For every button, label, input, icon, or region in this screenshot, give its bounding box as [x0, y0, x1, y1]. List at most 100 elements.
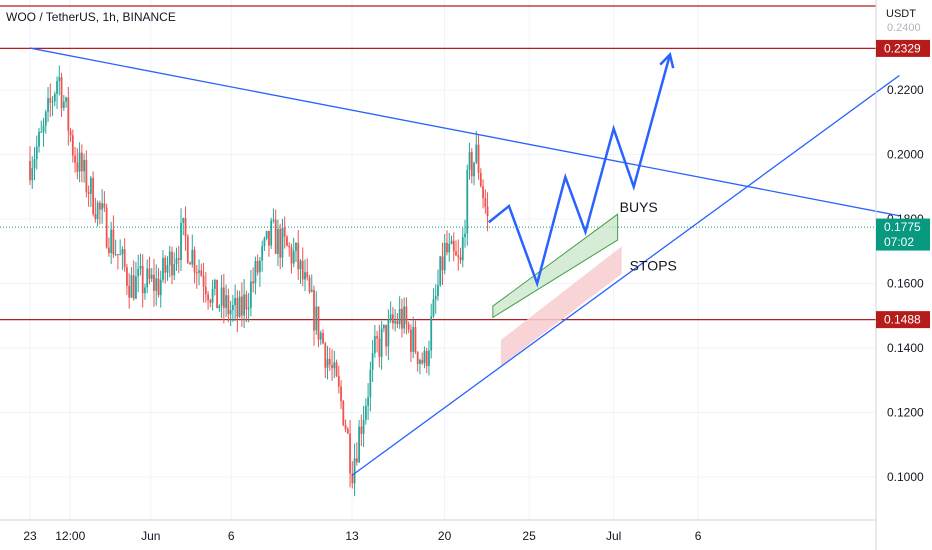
candle-body [459, 256, 462, 261]
candle-body [29, 160, 31, 181]
candle-body [78, 152, 81, 172]
candle-body [428, 350, 430, 367]
candle-body [96, 202, 99, 220]
candle-body [256, 260, 259, 273]
buys-zone[interactable] [492, 213, 619, 319]
candle-body [53, 93, 56, 102]
candle-body [89, 177, 92, 194]
candle-body [457, 255, 460, 257]
candle-body [80, 152, 83, 172]
candle-body [126, 267, 128, 286]
trendline-descending-resistance[interactable] [29, 47, 900, 217]
candle-body [419, 359, 421, 364]
candle-body [265, 230, 268, 239]
candle-body [405, 306, 408, 325]
candle-body [182, 218, 185, 223]
candle-body [360, 426, 363, 434]
candle-body [441, 256, 444, 271]
candle-body [315, 306, 318, 331]
candle-body [288, 245, 291, 248]
candle-body [101, 203, 104, 210]
candle-body [274, 219, 277, 254]
candle-body [477, 144, 480, 173]
candle-body [349, 433, 351, 474]
candle-body [295, 242, 297, 251]
candle-body [130, 275, 133, 298]
candle-body [443, 242, 446, 271]
price-axis[interactable]: 0.24000.10000.12000.14000.16000.18000.20… [875, 0, 930, 550]
candle-body [369, 369, 372, 398]
candle-body [254, 260, 257, 284]
time-tick-label: 6 [228, 529, 235, 543]
candle-body [317, 306, 320, 340]
time-tick-label: Jun [141, 529, 160, 543]
candle-body [159, 279, 162, 296]
candle-body [263, 238, 266, 247]
candle-body [76, 162, 79, 172]
candle-body [281, 227, 284, 258]
candle-body [319, 332, 322, 340]
candle-body [403, 306, 406, 329]
price-tick-label: 0.1400 [887, 341, 924, 355]
candle-body [450, 240, 453, 244]
candle-body [486, 206, 489, 217]
candle-body [277, 229, 279, 254]
candle-body [157, 278, 160, 296]
price-label-support: 0.1488 [884, 313, 921, 327]
candle-body [243, 294, 246, 316]
candle-body [162, 257, 164, 280]
candle-body [207, 294, 209, 301]
time-tick-label: 6 [695, 529, 702, 543]
candle-body [344, 424, 347, 430]
candle-body [180, 222, 182, 260]
candle-body [42, 125, 45, 132]
time-tick-label: 20 [438, 529, 452, 543]
candle-body [461, 237, 464, 261]
candle-body [414, 327, 417, 352]
candle-body [92, 177, 95, 214]
candle-body [364, 405, 367, 420]
candle-body [40, 131, 43, 133]
candle-body [261, 246, 264, 261]
candle-body [58, 77, 61, 82]
trendlines[interactable] [29, 47, 900, 476]
candle-body [213, 279, 216, 289]
candle-body [236, 298, 239, 317]
price-label-upper: 0.2329 [884, 41, 921, 55]
zones [492, 213, 622, 366]
projection-path[interactable] [488, 54, 672, 288]
candle-body [304, 272, 306, 280]
price-label-current: 0.1775 [884, 220, 921, 234]
candle-body [166, 265, 169, 273]
candle-body [110, 229, 113, 254]
time-tick-label: Jul [606, 529, 621, 543]
projection[interactable]: BUYS STOPS [488, 52, 677, 288]
candle-body [358, 426, 360, 463]
price-label-box-current [876, 218, 930, 251]
buys-zone-label: BUYS [620, 199, 658, 215]
candle-body [71, 135, 74, 156]
candle-body [222, 287, 225, 308]
candle-body [283, 227, 286, 237]
time-axis[interactable]: 23 12:00 Jun 6 13 20 25 Jul 6 [0, 519, 876, 543]
candle-body [410, 329, 412, 352]
candle-body [333, 362, 336, 369]
candle-body [141, 265, 144, 294]
candle-body [328, 358, 331, 365]
candle-body [227, 295, 230, 315]
candle-body [62, 101, 65, 108]
currency-label: USDT [886, 8, 916, 20]
candle-body [229, 310, 232, 315]
candle-body [153, 274, 155, 291]
grid [0, 0, 876, 520]
time-tick-label: 12:00 [55, 529, 85, 543]
candle-body [290, 247, 293, 264]
candle-body [175, 258, 178, 265]
trendline-ascending-support[interactable] [351, 74, 900, 476]
candle-body [35, 146, 38, 160]
candle-body [259, 260, 261, 273]
stops-zone[interactable] [500, 246, 622, 366]
candle-body [216, 279, 218, 309]
candle-body [112, 229, 115, 255]
